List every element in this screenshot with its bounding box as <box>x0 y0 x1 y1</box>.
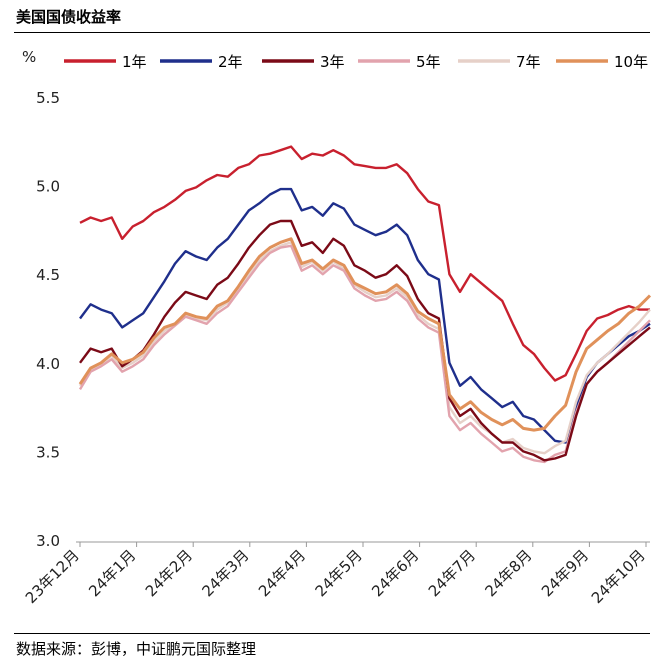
chart-legend: 1年 2年 3年 5年 7年 10年 <box>64 53 648 71</box>
x-axis: 23年12月 24年1月 24年2月 24年3月 24年4月 24年5月 24年6月 24年7… <box>22 542 649 607</box>
line-chart: % 1年 2年 3年 5年 7年 10年 3.0 3.5 4.0 4.5 5.0 5.5 23年12… <box>22 48 652 607</box>
legend-label: 7年 <box>516 53 541 71</box>
x-tick-label: 24年9月 <box>538 546 592 600</box>
y-axis: 3.0 3.5 4.0 4.5 5.0 5.5 <box>36 89 60 550</box>
x-tick-label: 24年5月 <box>312 546 366 600</box>
y-tick-label: 5.5 <box>36 89 60 107</box>
legend-label: 5年 <box>416 53 441 71</box>
y-tick-label: 5.0 <box>36 178 60 196</box>
series-layer <box>78 145 652 464</box>
title-divider <box>14 32 650 33</box>
x-tick-label: 24年1月 <box>85 546 139 600</box>
source-divider <box>14 633 650 634</box>
x-tick-label: 24年8月 <box>481 546 535 600</box>
legend-label: 2年 <box>218 53 243 71</box>
x-tick-label: 24年4月 <box>255 546 309 600</box>
series-line-2年 <box>79 187 651 444</box>
series-line-5年 <box>78 244 651 464</box>
series-line-7年 <box>79 241 651 455</box>
x-tick-label: 24年7月 <box>425 546 479 600</box>
x-tick-label: 24年3月 <box>198 546 252 600</box>
series-line-1年 <box>79 145 650 382</box>
x-tick-label: 24年10月 <box>588 546 649 607</box>
y-tick-label: 3.0 <box>36 532 60 550</box>
chart-title: 美国国债收益率 <box>16 8 122 26</box>
y-tick-label: 4.0 <box>36 355 60 373</box>
y-tick-label: 4.5 <box>36 266 60 284</box>
y-axis-unit-label: % <box>22 48 36 66</box>
source-note: 数据来源：彭博，中证鹏元国际整理 <box>16 640 257 658</box>
legend-label: 3年 <box>320 53 345 71</box>
legend-label: 1年 <box>122 53 147 71</box>
legend-label: 10年 <box>614 53 648 71</box>
x-tick-label: 23年12月 <box>22 546 83 607</box>
x-tick-label: 24年2月 <box>142 546 196 600</box>
series-line-10年 <box>78 237 652 432</box>
y-tick-label: 3.5 <box>36 443 60 461</box>
x-tick-label: 24年6月 <box>368 546 422 600</box>
series-line-3年 <box>79 219 651 462</box>
